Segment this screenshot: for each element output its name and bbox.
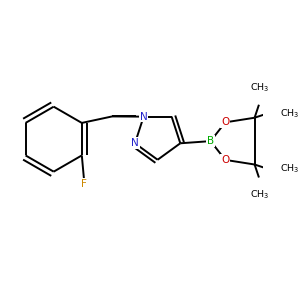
Text: CH$_3$: CH$_3$ <box>280 163 299 175</box>
Text: CH$_3$: CH$_3$ <box>250 81 270 94</box>
Text: CH$_3$: CH$_3$ <box>280 107 299 120</box>
Text: O: O <box>221 117 230 127</box>
Text: F: F <box>81 178 87 189</box>
Text: N: N <box>131 138 139 148</box>
Text: CH$_3$: CH$_3$ <box>250 188 270 201</box>
Text: N: N <box>140 112 148 122</box>
Text: B: B <box>207 136 214 146</box>
Text: O: O <box>221 155 230 165</box>
